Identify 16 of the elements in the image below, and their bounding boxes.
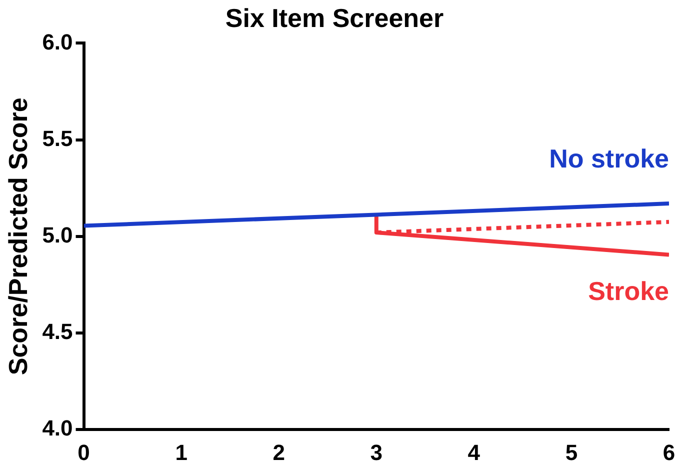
- x-tick-label: 1: [175, 440, 188, 465]
- x-tick-label: 6: [662, 440, 676, 465]
- x-tick-label: 3: [370, 440, 383, 465]
- y-tick-label: 4.5: [42, 319, 73, 344]
- y-axis-title: Score/Predicted Score: [2, 98, 33, 376]
- x-tick-label: 4: [468, 440, 481, 465]
- y-tick-label: 5.5: [42, 126, 73, 151]
- y-tick-label: 6.0: [42, 29, 73, 54]
- y-tick-label: 5.0: [42, 222, 73, 248]
- x-tick-label: 5: [565, 440, 578, 465]
- x-tick-label: 2: [272, 440, 285, 465]
- y-tick-label: 4.0: [42, 416, 73, 441]
- series-label: No stroke: [549, 144, 669, 174]
- x-tick-label: 0: [78, 440, 90, 465]
- series-label: Stroke: [588, 276, 669, 306]
- chart-title: Six Item Screener: [225, 2, 444, 33]
